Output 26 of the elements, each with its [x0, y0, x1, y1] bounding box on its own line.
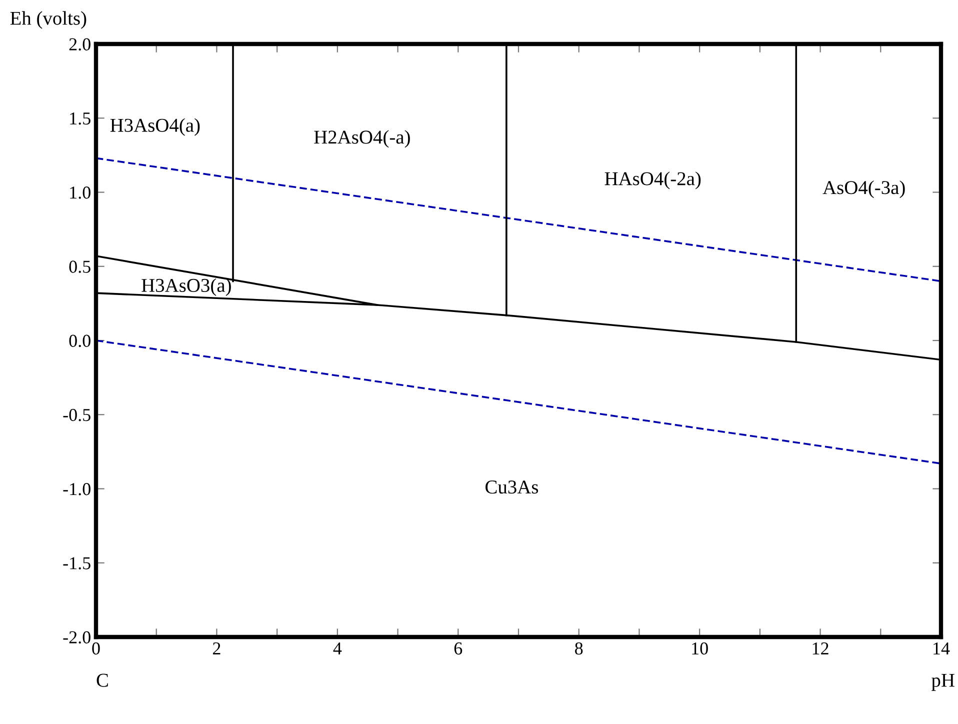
x-tick-label: 2 [212, 642, 220, 654]
annotation: H3AsO4(a) [110, 118, 200, 136]
annotation: H2AsO4(-a) [314, 130, 410, 148]
y-tick-label: -1.0 [63, 483, 90, 496]
x-tick-label: 14 [934, 642, 950, 654]
y-tick-label: -1.5 [63, 557, 90, 570]
x-tick-label: 10 [692, 642, 708, 655]
annotation: AsO4(-3a) [822, 180, 905, 198]
x-tick-label: 8 [575, 642, 583, 655]
x-tick-label: 4 [333, 642, 342, 654]
annotation: HAsO4(-2a) [604, 172, 701, 190]
x-tick-label: 6 [454, 642, 462, 655]
annotation: Cu3As [486, 480, 538, 494]
y-axis-title: Eh (volts) [10, 11, 86, 29]
y-tick-label: 0.5 [69, 260, 90, 273]
x-tick-label: 12 [812, 642, 828, 654]
y-tick-label: 0.0 [69, 334, 90, 348]
text: C [96, 674, 108, 687]
y-tick-label: -2.0 [63, 631, 90, 644]
x-axis-title: pH [932, 674, 954, 691]
y-tick-label: 1.0 [70, 186, 90, 199]
x-tick-label: 0 [92, 642, 100, 655]
y-tick-label: 1.5 [70, 112, 90, 125]
y-tick-label: -0.5 [63, 408, 90, 422]
y-tick-label: 2.0 [69, 38, 90, 51]
annotation: H3AsO3(a) [142, 278, 231, 296]
